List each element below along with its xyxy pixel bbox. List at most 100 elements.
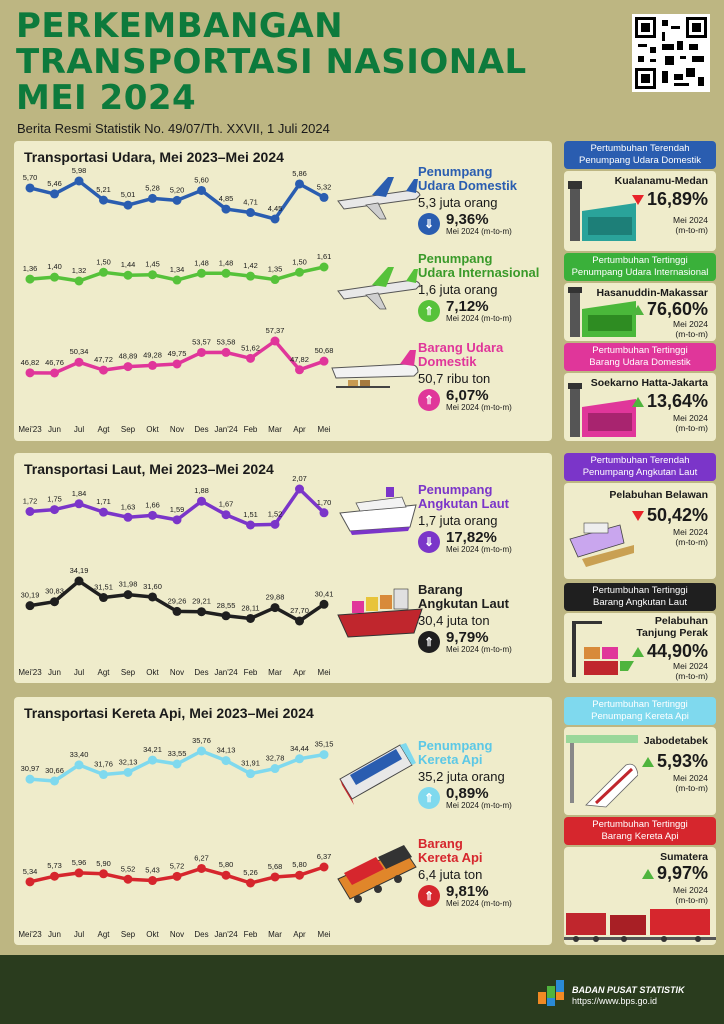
data-label: 31,60 (143, 582, 162, 591)
data-label: 5,96 (72, 858, 87, 867)
bps-url[interactable]: https://www.bps.go.id (572, 996, 658, 1006)
card-s1: Kualanamu-Medan 16,89% Mei 2024 (m-to-m) (564, 171, 716, 251)
data-point (270, 214, 280, 224)
info-barang-laut-title-1: Barang (418, 582, 463, 597)
data-point (25, 183, 35, 193)
data-point (246, 208, 255, 218)
month-tick-label: Okt (146, 930, 159, 939)
data-point (197, 268, 206, 278)
chart-udara: 5,70 5,46 5,98 5,21 5,01 5,28 5,20 5,60 4,85 4,71… (18, 166, 421, 434)
data-label: 46,76 (45, 358, 64, 367)
data-label: 28,55 (217, 601, 236, 610)
page-title: PERKEMBANGAN TRANSPORTASI NASIONAL MEI 2… (16, 8, 527, 116)
data-label: 53,58 (217, 337, 236, 346)
data-label: 5,72 (170, 861, 185, 870)
card-s2: Hasanuddin-Makassar 76,60% Mei 2024 (m-to… (564, 283, 716, 341)
data-point (246, 271, 255, 281)
month-tick-label: Des (194, 930, 208, 939)
card-s7-note: Mei 2024 (m-to-m) (673, 885, 708, 905)
data-label: 50,34 (70, 347, 89, 356)
panel-udara-title: Transportasi Udara, Mei 2023–Mei 2024 (24, 149, 284, 165)
month-tick-label: Jan'24 (214, 425, 238, 434)
panel-kereta-title: Transportasi Kereta Api, Mei 2023–Mei 20… (24, 705, 314, 721)
data-label: 46,82 (21, 358, 40, 367)
data-label: 1,71 (96, 497, 111, 506)
info-penumpang-kereta-amount: 35,2 juta orang (418, 769, 505, 784)
qr-code[interactable] (632, 14, 710, 92)
month-tick-label: Nov (170, 425, 184, 434)
month-tick-label: Jan'24 (214, 930, 238, 939)
bps-logo-icon (538, 980, 564, 1006)
data-point (123, 512, 133, 522)
month-tick-label: Okt (146, 668, 159, 677)
data-point (74, 357, 84, 367)
airport-terminal-icon (568, 287, 636, 337)
month-axis-kereta: Mei'23 Jun Jul Agt Sep Okt Nov Des Jan'24 Feb Mar A… (18, 930, 330, 939)
card-s5-city2: Tanjung Perak (636, 627, 708, 639)
data-point (25, 368, 35, 378)
card-s4-city: Pelabuhan Belawan (609, 489, 708, 501)
triangle-up-icon (631, 397, 644, 408)
data-label: 1,52 (268, 509, 283, 518)
data-point (74, 176, 84, 186)
card-s4-value-text: 50,42% (646, 505, 708, 525)
data-label: 5,98 (72, 166, 87, 175)
month-tick-label: Mei'23 (18, 930, 42, 939)
cargo-ship-icon (337, 588, 423, 638)
data-point (74, 276, 84, 286)
month-tick-label: Jan'24 (214, 668, 238, 677)
data-point (50, 272, 59, 282)
footer (0, 955, 724, 1024)
chart-barang-kereta: 5,34 5,73 5,96 5,90 5,52 5,43 5,72 6,27 5,80 5,26… (23, 852, 331, 888)
month-tick-label: Jul (74, 668, 84, 677)
data-point (197, 496, 206, 506)
triangle-up-icon (631, 305, 644, 316)
data-point (246, 353, 255, 363)
badge-s4-line1: Pertumbuhan Terendah (590, 455, 690, 466)
ferry-ship-icon (339, 487, 417, 535)
data-label: 29,88 (266, 593, 285, 602)
data-point (25, 877, 35, 887)
card-s3-value-text: 13,64% (646, 391, 708, 411)
panel-laut: Transportasi Laut, Mei 2023–Mei 2024 1,7… (14, 453, 552, 683)
data-label: 28,11 (241, 603, 259, 612)
data-label: 1,42 (243, 261, 258, 270)
card-s3-note2: (m-to-m) (675, 423, 708, 433)
data-label: 33,40 (70, 750, 89, 759)
month-tick-label: Mei (318, 930, 331, 939)
double-chevron-up-icon: ⇑ (418, 389, 440, 411)
data-label: 5,20 (170, 185, 185, 194)
data-label: 32,78 (266, 754, 285, 763)
info-penumpang-laut-pct: 17,82% (446, 529, 497, 546)
info-penumpang-laut-title-1: Penumpang (418, 482, 493, 497)
badge-s6: Pertumbuhan Tertinggi Penumpang Kereta Ap… (564, 697, 716, 725)
card-s5: Pelabuhan Tanjung Perak 44,90% Mei 2024 (m… (564, 613, 716, 683)
data-label: 1,40 (47, 262, 62, 271)
passenger-train-icon (339, 743, 416, 805)
data-label: 1,88 (194, 486, 209, 495)
data-label: 5,46 (47, 179, 62, 188)
data-point (172, 759, 182, 769)
info-udara-internasional-note: Mei 2024 (m-to-m) (446, 314, 512, 323)
info-barang-laut-pct: 9,79% (446, 629, 489, 646)
data-point (270, 336, 280, 346)
data-point (270, 872, 280, 882)
card-s3-value: 13,64% (631, 391, 708, 412)
data-point (50, 776, 59, 786)
info-penumpang-kereta-pct: 0,89% (446, 785, 489, 802)
airplane-domestic-icon (337, 177, 421, 220)
data-point (148, 592, 157, 602)
info-barang-kereta-amount: 6,4 juta ton (418, 867, 483, 882)
data-point (50, 368, 59, 378)
month-tick-label: Jun (48, 930, 61, 939)
info-penumpang-laut-amount: 1,7 juta orang (418, 513, 498, 528)
data-label: 5,28 (145, 183, 160, 192)
card-s5-note1: Mei 2024 (673, 661, 708, 671)
badge-s3-line2: Barang Udara Domestik (589, 357, 691, 368)
month-tick-label: Jun (48, 668, 61, 677)
data-label: 34,13 (217, 746, 236, 755)
month-tick-label: Jul (74, 930, 84, 939)
card-s4-note: Mei 2024 (m-to-m) (673, 527, 708, 547)
info-penumpang-kereta-title-2: Kereta Api (418, 752, 483, 767)
info-udara-domestik-pct: 9,36% (446, 211, 489, 228)
